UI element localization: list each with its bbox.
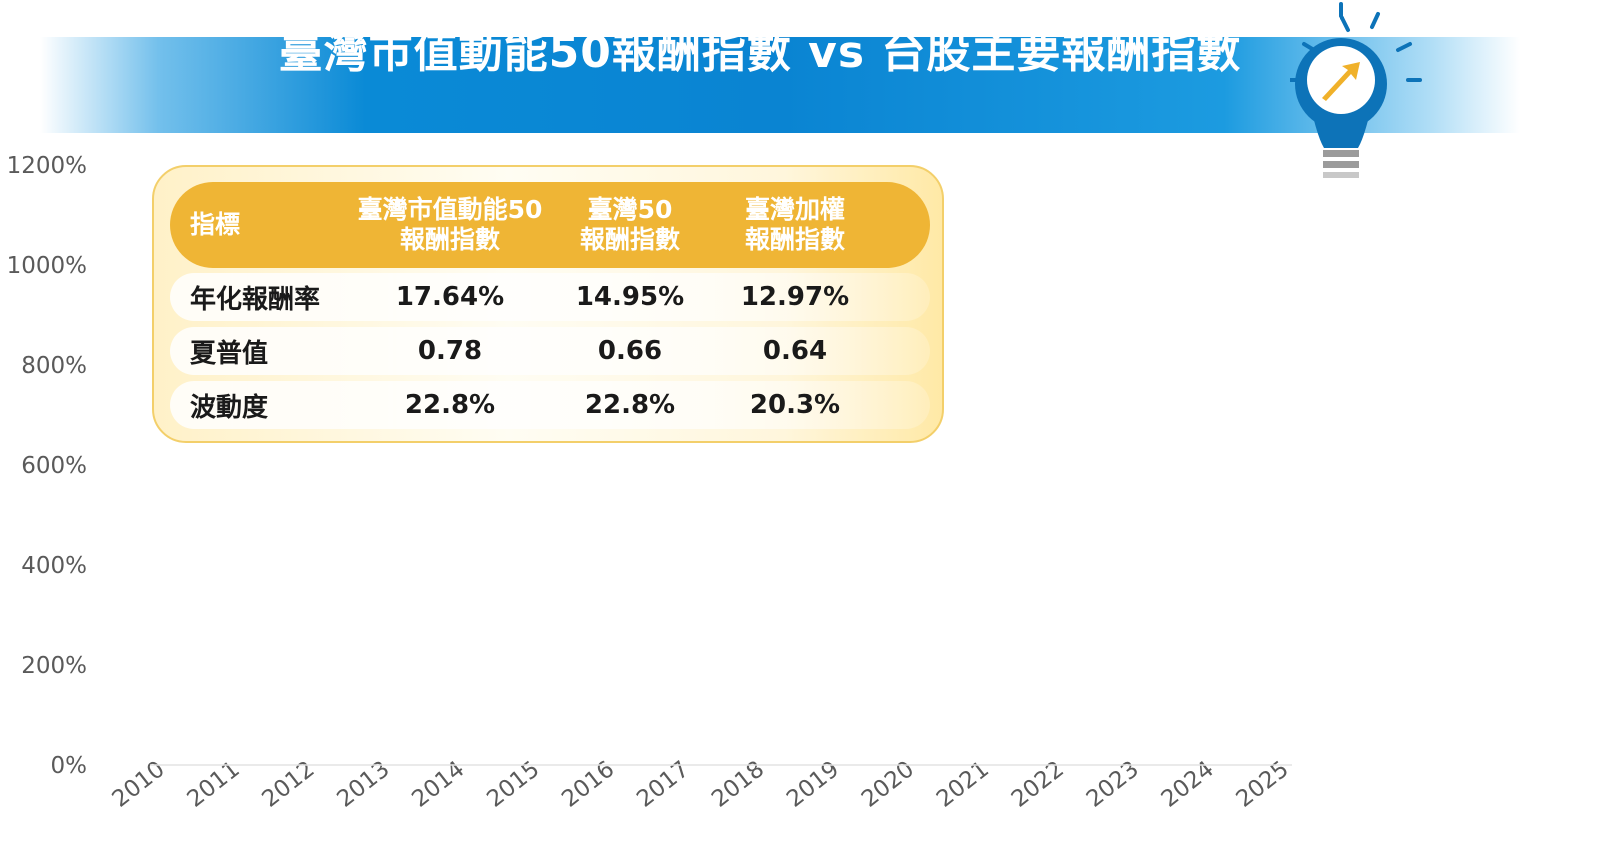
header-line: 臺灣50 bbox=[587, 195, 673, 224]
table-header-momentum50: 臺灣市值動能50 報酬指數 bbox=[350, 182, 550, 268]
row-label: 波動度 bbox=[190, 392, 269, 423]
row-value: 12.97% bbox=[740, 282, 850, 312]
table-header-taiwan50: 臺灣50 報酬指數 bbox=[550, 182, 710, 268]
header-line: 報酬指數 bbox=[399, 225, 500, 254]
header-line: 指標 bbox=[190, 210, 241, 239]
y-tick-label: 0% bbox=[51, 753, 88, 779]
header-line: 臺灣加權 bbox=[744, 195, 845, 224]
header-line: 臺灣市值動能50 bbox=[357, 195, 543, 224]
stats-table: 指標 臺灣市值動能50 報酬指數 臺灣50 報酬指數 臺灣加權 報酬指數 年化報… bbox=[152, 165, 944, 443]
row-value: 0.78 bbox=[417, 336, 483, 366]
row-value: 22.8% bbox=[584, 390, 676, 420]
table-row bbox=[170, 381, 930, 429]
table-header-taiex: 臺灣加權 報酬指數 bbox=[710, 182, 880, 268]
up-arrow-icon bbox=[1322, 62, 1360, 101]
y-tick-label: 1000% bbox=[7, 253, 87, 279]
header-line: 報酬指數 bbox=[744, 225, 845, 254]
title-banner bbox=[40, 37, 1520, 133]
row-label: 年化報酬率 bbox=[190, 284, 321, 315]
y-tick-label: 400% bbox=[21, 553, 87, 579]
row-value: 0.66 bbox=[597, 336, 663, 366]
row-value: 22.8% bbox=[404, 390, 496, 420]
y-tick-label: 1200% bbox=[7, 153, 87, 179]
row-value: 20.3% bbox=[749, 390, 841, 420]
y-tick-label: 800% bbox=[21, 353, 87, 379]
row-value: 17.64% bbox=[395, 282, 505, 312]
light-bulb-icon bbox=[1290, 2, 1422, 178]
y-tick-label: 600% bbox=[21, 453, 87, 479]
row-label: 夏普值 bbox=[190, 338, 269, 369]
y-tick-label: 200% bbox=[21, 653, 87, 679]
table-row bbox=[170, 273, 930, 321]
table-row bbox=[170, 327, 930, 375]
row-value: 14.95% bbox=[575, 282, 685, 312]
table-header-indicator: 指標 bbox=[190, 182, 350, 268]
y-axis: 0% 200% 400% 600% 800% 1000% 1200% bbox=[7, 153, 87, 779]
row-value: 0.64 bbox=[762, 336, 828, 366]
chart-title: 臺灣市值動能50報酬指數 vs 台股主要報酬指數 bbox=[278, 27, 1242, 78]
header-line: 報酬指數 bbox=[579, 225, 680, 254]
table-header bbox=[170, 182, 930, 268]
